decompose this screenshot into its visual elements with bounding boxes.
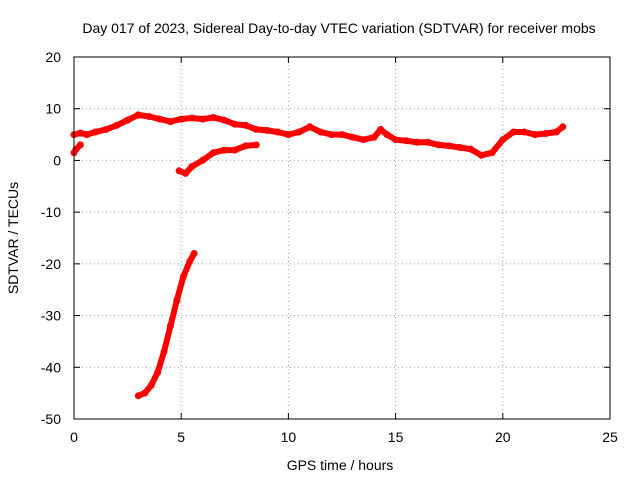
data-point — [188, 163, 196, 171]
data-point — [252, 125, 260, 133]
data-point — [467, 145, 475, 153]
data-point — [499, 136, 507, 144]
data-point — [199, 115, 207, 123]
data-point — [141, 389, 149, 397]
data-point — [199, 156, 207, 164]
data-point — [488, 149, 496, 157]
data-point — [252, 141, 260, 149]
data-point — [220, 146, 228, 154]
y-tick-label: 20 — [45, 49, 61, 65]
x-tick-label: 5 — [177, 429, 185, 445]
data-point — [510, 128, 517, 136]
data-point — [173, 296, 181, 304]
data-point — [91, 128, 99, 136]
data-point — [190, 250, 198, 257]
data-point — [154, 369, 162, 376]
y-tick-label: 0 — [53, 152, 61, 168]
data-point — [424, 138, 432, 146]
data-point — [317, 128, 325, 136]
data-point — [175, 167, 183, 175]
data-point — [383, 131, 391, 139]
y-tick-label: -30 — [41, 308, 61, 324]
data-point — [145, 113, 153, 120]
data-point — [209, 114, 217, 121]
data-point — [338, 131, 346, 139]
axis-ticks: 0 5 10 15 20 25 20 10 0 -10 -20 -30 -40 -50 — [41, 49, 618, 445]
data-point — [231, 120, 239, 128]
y-tick-label: -40 — [41, 359, 61, 375]
x-tick-label: 20 — [495, 429, 511, 445]
data-point — [284, 131, 292, 139]
data-point — [370, 133, 378, 141]
data-point — [435, 141, 442, 149]
data-point — [456, 144, 464, 151]
grid — [74, 57, 610, 419]
x-tick-label: 25 — [602, 429, 618, 445]
data-point — [102, 125, 110, 133]
chart-title: Day 017 of 2023, Sidereal Day-to-day VTE… — [82, 20, 595, 36]
data-point — [177, 115, 185, 123]
data-point — [134, 111, 142, 119]
x-tick-label: 15 — [388, 429, 404, 445]
data-point — [306, 123, 314, 131]
data-point — [179, 273, 187, 281]
data-point — [242, 142, 249, 150]
data-point — [327, 131, 335, 139]
data-point — [477, 151, 485, 159]
data-point — [147, 381, 155, 389]
data-point — [167, 322, 174, 330]
data-point — [76, 129, 84, 137]
data-point — [76, 141, 84, 149]
data-point — [83, 131, 91, 139]
data-point — [188, 114, 196, 122]
data-point — [542, 130, 550, 137]
data-point — [413, 138, 421, 146]
data-point — [520, 128, 528, 136]
plot-frame — [73, 56, 611, 420]
data-point — [156, 115, 164, 123]
data-point — [167, 118, 174, 126]
series-main-track — [71, 111, 566, 159]
y-tick-label: 10 — [45, 101, 61, 117]
x-tick-label: 0 — [70, 429, 78, 445]
data-point — [402, 137, 410, 145]
data-point — [242, 121, 249, 129]
data-point — [274, 128, 282, 136]
data-point — [295, 128, 303, 136]
data-point — [377, 125, 385, 133]
data-point — [134, 392, 142, 400]
y-tick-label: -20 — [41, 256, 61, 272]
x-axis-title: GPS time / hours — [287, 457, 394, 473]
y-tick-label: -10 — [41, 204, 61, 220]
x-tick-label: 10 — [281, 429, 297, 445]
y-tick-label: -50 — [41, 411, 61, 427]
data-point — [113, 121, 121, 129]
data-point — [263, 126, 271, 134]
series-steep-track — [135, 250, 198, 399]
data-point — [552, 128, 560, 136]
data-point — [182, 169, 189, 177]
data-point — [359, 136, 367, 144]
data-series — [70, 111, 567, 400]
data-point — [186, 257, 194, 265]
data-point — [392, 136, 400, 144]
data-point — [209, 149, 217, 157]
data-point — [559, 123, 567, 131]
data-point — [445, 142, 453, 150]
data-point — [349, 133, 357, 141]
y-axis-title: SDTVAR / TECUs — [5, 182, 21, 294]
data-point — [531, 131, 539, 139]
data-point — [231, 146, 239, 154]
data-point — [160, 348, 168, 356]
data-point — [124, 116, 132, 124]
data-point — [220, 116, 228, 124]
